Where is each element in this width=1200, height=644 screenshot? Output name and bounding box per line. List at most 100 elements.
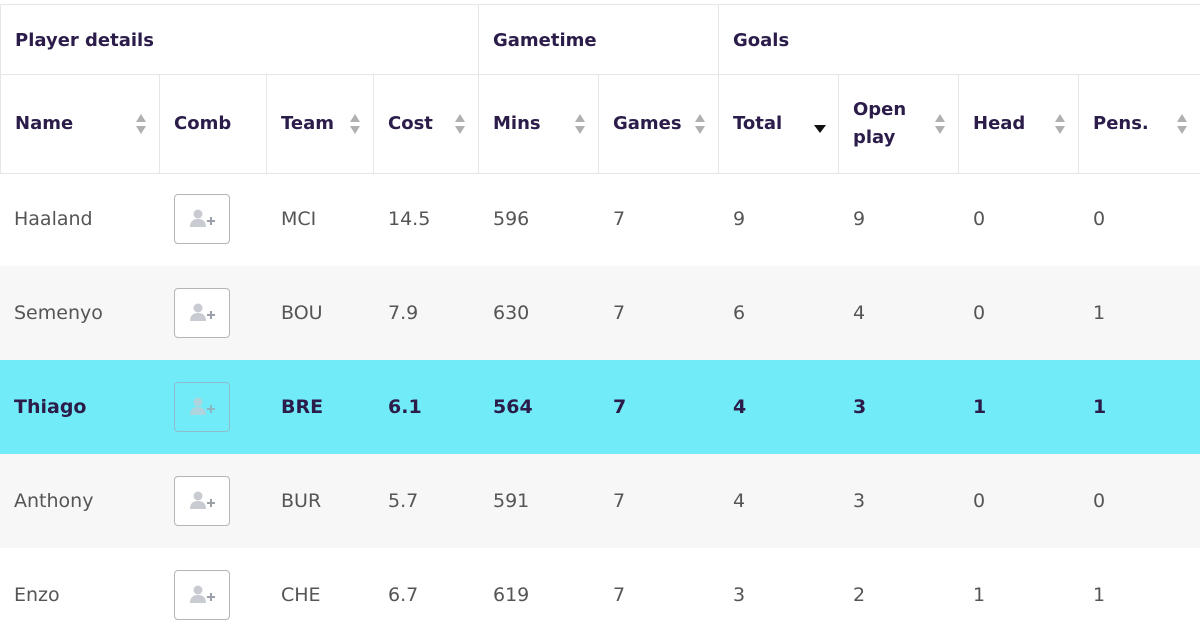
sort-icon[interactable] [694,113,706,135]
column-header-cost[interactable]: Cost [374,75,479,173]
cost-cell: 6.7 [388,584,419,606]
team-cell: BUR [281,490,322,512]
table-row[interactable]: Enzo CHE 6.7 619 7 3 2 1 1 [0,548,1200,642]
comb-cell [160,360,267,454]
table-row[interactable]: Semenyo BOU 7.9 630 7 6 4 0 1 [0,266,1200,360]
table-row[interactable]: Haaland MCI 14.5 596 7 9 9 0 0 [0,172,1200,266]
add-to-comparison-button[interactable] [174,476,230,526]
goals-open-play-cell: 3 [853,490,866,512]
mins-cell: 630 [493,302,530,324]
add-to-comparison-button[interactable] [174,382,230,432]
column-label: Pens. [1093,113,1149,134]
sort-icon[interactable] [1054,113,1066,135]
goals-head-cell: 1 [973,396,987,418]
mins-cell: 591 [493,490,530,512]
goals-pens-cell: 0 [1093,208,1106,230]
group-player-details: Player details [0,5,479,75]
goals-pens-cell: 1 [1093,302,1106,324]
comb-cell [160,454,267,548]
team-cell: MCI [281,208,317,230]
column-label: Games [613,113,682,134]
goals-total-cell: 6 [733,302,746,324]
table-row-highlighted[interactable]: Thiago BRE 6.1 564 7 4 3 1 1 [0,360,1200,454]
sort-icon[interactable] [574,113,586,135]
group-label: Goals [733,29,790,51]
sort-icon[interactable] [454,113,466,135]
mins-cell: 619 [493,584,530,606]
sort-descending-icon[interactable] [814,113,826,135]
group-goals: Goals [719,5,1200,75]
column-label: Name [15,113,74,134]
sort-icon[interactable] [934,113,946,135]
column-header-total[interactable]: Total [719,75,839,173]
add-to-comparison-button[interactable] [174,570,230,620]
games-cell: 7 [613,584,626,606]
column-header-comb: Comb [160,75,267,173]
mins-cell: 564 [493,396,533,418]
team-cell: CHE [281,584,321,606]
goals-head-cell: 0 [973,302,986,324]
goals-open-play-cell: 2 [853,584,866,606]
column-header-head[interactable]: Head [959,75,1079,173]
games-cell: 7 [613,490,626,512]
column-label: Mins [493,113,541,134]
group-header-row: Player details Gametime Goals [0,4,1200,75]
goals-total-cell: 4 [733,490,746,512]
goals-pens-cell: 1 [1093,396,1107,418]
add-user-icon [190,585,215,603]
column-header-pens[interactable]: Pens. [1079,75,1200,173]
column-label: Comb [174,113,232,134]
mins-cell: 596 [493,208,530,230]
column-label: Head [973,113,1026,134]
goals-open-play-cell: 4 [853,302,866,324]
goals-head-cell: 1 [973,584,986,606]
goals-open-play-cell: 3 [853,396,867,418]
comb-cell [160,266,267,360]
player-name[interactable]: Enzo [14,584,60,606]
comb-cell [160,172,267,266]
cost-cell: 14.5 [388,208,431,230]
add-user-icon [190,491,215,509]
player-name[interactable]: Haaland [14,208,93,230]
table-row[interactable]: Anthony BUR 5.7 591 7 4 3 0 0 [0,454,1200,548]
add-user-icon [190,397,215,415]
games-cell: 7 [613,208,626,230]
cost-cell: 7.9 [388,302,419,324]
sort-icon[interactable] [135,113,147,135]
sort-icon[interactable] [349,113,361,135]
column-header-name[interactable]: Name [0,75,160,173]
column-header-games[interactable]: Games [599,75,719,173]
group-label: Player details [15,29,154,51]
team-cell: BRE [281,396,324,418]
goals-pens-cell: 1 [1093,584,1106,606]
column-label: Total [733,113,783,134]
column-label: Open play [853,99,907,148]
games-cell: 7 [613,396,627,418]
add-to-comparison-button[interactable] [174,288,230,338]
player-name[interactable]: Semenyo [14,302,103,324]
column-header-row: Name Comb Team Cost Mins Games Total Ope… [0,74,1200,174]
column-header-open-play[interactable]: Open play [839,75,959,173]
games-cell: 7 [613,302,626,324]
cost-cell: 6.1 [388,396,422,418]
comb-cell [160,548,267,642]
player-name[interactable]: Thiago [14,396,87,418]
group-gametime: Gametime [479,5,719,75]
goals-head-cell: 0 [973,208,986,230]
cost-cell: 5.7 [388,490,419,512]
player-name[interactable]: Anthony [14,490,94,512]
goals-total-cell: 3 [733,584,746,606]
add-user-icon [190,209,215,227]
goals-total-cell: 9 [733,208,746,230]
column-header-team[interactable]: Team [267,75,374,173]
column-header-mins[interactable]: Mins [479,75,599,173]
group-label: Gametime [493,29,597,51]
column-label: Team [281,113,334,134]
column-label: Cost [388,113,433,134]
goals-open-play-cell: 9 [853,208,866,230]
sort-icon[interactable] [1176,113,1188,135]
goals-total-cell: 4 [733,396,747,418]
add-to-comparison-button[interactable] [174,194,230,244]
goals-pens-cell: 0 [1093,490,1106,512]
